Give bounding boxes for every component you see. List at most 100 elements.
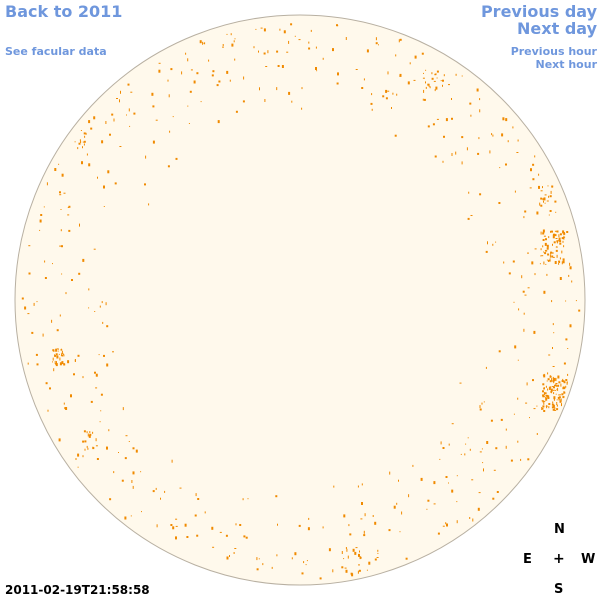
facular-spot — [448, 482, 449, 484]
facular-spot — [451, 153, 453, 156]
facular-spot — [479, 405, 481, 409]
facular-spot — [552, 389, 555, 391]
facular-spot — [437, 532, 440, 535]
facular-spot — [565, 338, 568, 341]
facular-spot — [569, 262, 571, 266]
see-facular-data-link[interactable]: See facular data — [5, 45, 107, 58]
facular-spot — [43, 206, 45, 208]
compass-center-mark: + — [553, 551, 565, 567]
facular-spot — [92, 446, 94, 449]
facular-spot — [559, 394, 561, 396]
facular-spot — [82, 146, 83, 149]
facular-spot — [425, 86, 427, 89]
facular-spot — [374, 558, 377, 561]
facular-spot — [551, 406, 554, 409]
facular-spot — [565, 379, 568, 381]
facular-spot — [553, 332, 555, 334]
facular-spot — [45, 382, 48, 385]
facular-spot — [87, 447, 89, 450]
facular-spot — [422, 98, 424, 101]
facular-spot — [87, 433, 89, 437]
facular-spot — [459, 382, 462, 384]
facular-spot — [396, 93, 398, 96]
facular-spot — [83, 143, 85, 146]
facular-spot — [546, 397, 547, 400]
facular-spot — [133, 112, 136, 115]
previous-hour-link[interactable]: Previous hour — [510, 45, 597, 58]
facular-spot — [394, 134, 397, 137]
facular-spot — [119, 99, 120, 103]
facular-spot — [61, 245, 63, 248]
facular-spot — [558, 260, 561, 263]
facular-spot — [187, 58, 189, 62]
facular-spot — [106, 325, 109, 328]
facular-spot — [414, 55, 417, 59]
facular-spot — [548, 259, 551, 262]
facular-spot — [431, 72, 433, 75]
facular-spot — [83, 430, 86, 433]
facular-spot — [60, 349, 63, 351]
facular-spot — [413, 79, 416, 81]
facular-spot — [558, 399, 561, 401]
facular-spot — [36, 301, 38, 303]
facular-spot — [552, 233, 555, 236]
facular-spot — [542, 374, 544, 376]
facular-spot — [565, 300, 567, 302]
facular-spot — [505, 163, 507, 166]
facular-spot — [559, 277, 562, 280]
facular-spot — [290, 23, 293, 26]
facular-spot — [527, 287, 530, 289]
facular-spot — [487, 241, 488, 245]
facular-spot — [562, 258, 565, 261]
facular-spot — [561, 237, 564, 240]
facular-spot — [122, 407, 124, 411]
facular-spot — [63, 192, 66, 194]
previous-day-link[interactable]: Previous day — [480, 2, 597, 21]
facular-spot — [36, 363, 39, 366]
facular-spot — [495, 241, 497, 243]
back-to-year-link[interactable]: Back to 2011 — [5, 2, 123, 21]
facular-spot — [281, 65, 284, 68]
facular-spot — [308, 517, 310, 520]
facular-spot — [540, 231, 542, 235]
facular-spot — [226, 70, 229, 74]
facular-spot — [560, 399, 562, 401]
facular-spot — [127, 83, 130, 86]
facular-spot — [485, 250, 488, 253]
facular-spot — [548, 403, 551, 405]
facular-spot — [113, 471, 115, 474]
next-day-link[interactable]: Next day — [517, 19, 597, 38]
facular-spot — [376, 557, 379, 558]
facular-spot — [550, 190, 552, 194]
facular-spot — [545, 238, 547, 241]
facular-spot — [512, 260, 515, 263]
facular-spot — [35, 353, 38, 356]
facular-spot — [319, 577, 322, 580]
facular-spot — [109, 133, 111, 136]
facular-spot — [553, 397, 555, 401]
facular-spot — [399, 38, 402, 41]
facular-spot — [559, 242, 562, 245]
facular-spot — [315, 46, 317, 49]
facular-spot — [105, 121, 107, 124]
facular-spot — [95, 445, 98, 447]
facular-spot — [86, 153, 88, 156]
facular-spot — [288, 91, 291, 95]
facular-spot — [518, 308, 520, 311]
facular-spot — [114, 182, 117, 185]
facular-spot — [253, 46, 255, 49]
facular-spot — [556, 388, 558, 390]
facular-spot — [540, 197, 543, 200]
facular-spot — [264, 99, 266, 102]
facular-spot — [536, 211, 539, 215]
facular-spot — [479, 451, 482, 453]
facular-spot — [436, 118, 439, 120]
next-hour-link[interactable]: Next hour — [535, 58, 598, 71]
facular-spot — [89, 431, 91, 434]
facular-spot — [503, 261, 505, 264]
facular-spot — [126, 114, 127, 116]
facular-spot — [195, 493, 197, 497]
facular-spot — [431, 77, 434, 80]
facular-spot — [552, 252, 554, 254]
facular-spot — [548, 386, 551, 390]
